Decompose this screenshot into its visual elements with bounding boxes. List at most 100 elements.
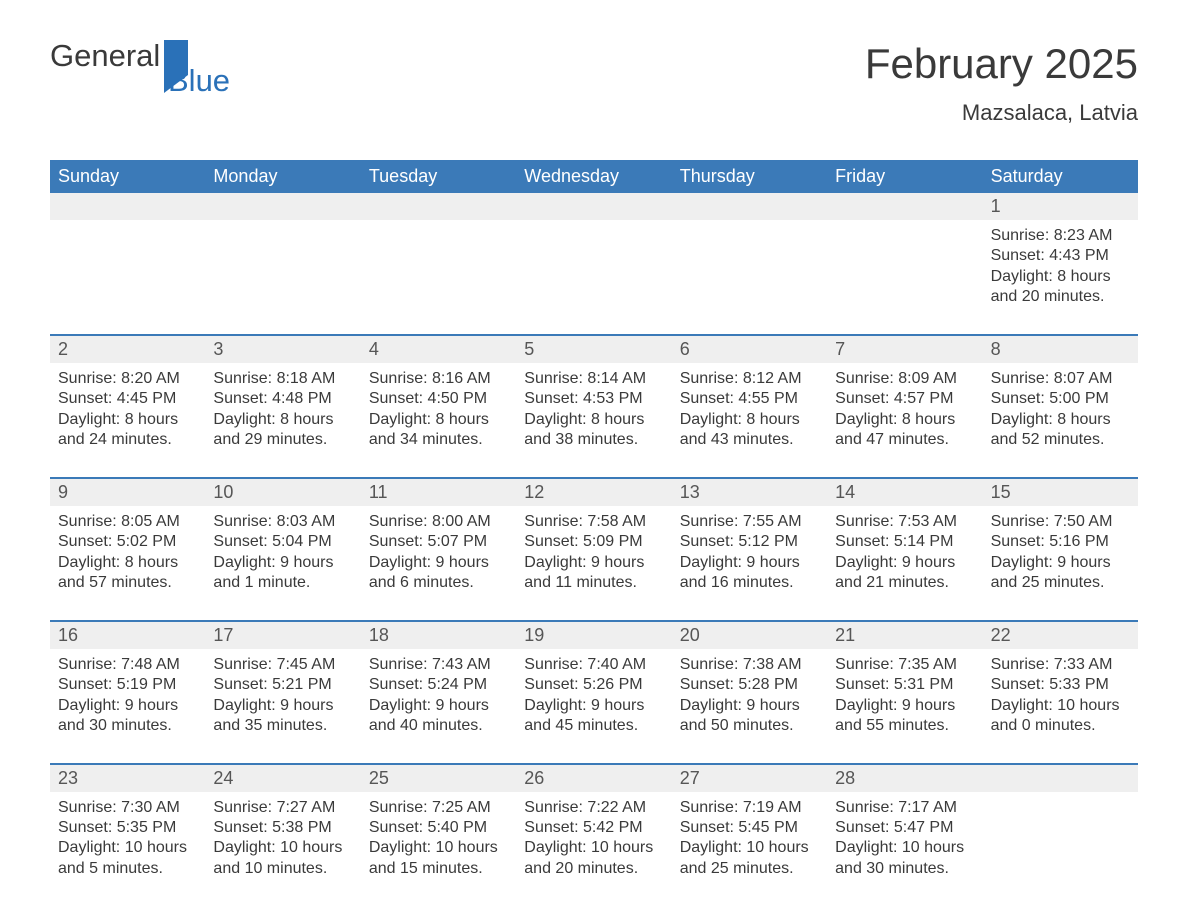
daylight-text-1: Daylight: 8 hours	[991, 410, 1130, 430]
day-number-row: 232425262728	[50, 765, 1138, 792]
dow-wednesday: Wednesday	[516, 160, 671, 193]
sunrise-text: Sunrise: 7:50 AM	[991, 512, 1130, 532]
empty-cell	[983, 792, 1138, 880]
daylight-text-1: Daylight: 10 hours	[369, 838, 508, 858]
daylight-text-2: and 50 minutes.	[680, 716, 819, 736]
sunset-text: Sunset: 5:35 PM	[58, 818, 197, 838]
sunset-text: Sunset: 5:12 PM	[680, 532, 819, 552]
day-number	[672, 193, 827, 220]
day-cell: Sunrise: 8:05 AMSunset: 5:02 PMDaylight:…	[50, 506, 205, 594]
day-number-row: 1	[50, 193, 1138, 220]
day-cell: Sunrise: 7:22 AMSunset: 5:42 PMDaylight:…	[516, 792, 671, 880]
sunset-text: Sunset: 4:48 PM	[213, 389, 352, 409]
empty-cell	[361, 220, 516, 308]
daylight-text-1: Daylight: 8 hours	[58, 410, 197, 430]
daylight-text-1: Daylight: 10 hours	[213, 838, 352, 858]
daylight-text-2: and 25 minutes.	[680, 859, 819, 879]
sunrise-text: Sunrise: 7:55 AM	[680, 512, 819, 532]
day-number: 12	[516, 479, 671, 506]
day-cell: Sunrise: 7:27 AMSunset: 5:38 PMDaylight:…	[205, 792, 360, 880]
dow-tuesday: Tuesday	[361, 160, 516, 193]
day-cell: Sunrise: 8:20 AMSunset: 4:45 PMDaylight:…	[50, 363, 205, 451]
day-number: 22	[983, 622, 1138, 649]
dow-monday: Monday	[205, 160, 360, 193]
sunrise-text: Sunrise: 8:12 AM	[680, 369, 819, 389]
week-row: 1Sunrise: 8:23 AMSunset: 4:43 PMDaylight…	[50, 193, 1138, 334]
sunrise-text: Sunrise: 8:20 AM	[58, 369, 197, 389]
day-cell: Sunrise: 8:09 AMSunset: 4:57 PMDaylight:…	[827, 363, 982, 451]
day-number: 24	[205, 765, 360, 792]
day-number	[983, 765, 1138, 792]
day-cell: Sunrise: 7:58 AMSunset: 5:09 PMDaylight:…	[516, 506, 671, 594]
daylight-text-1: Daylight: 8 hours	[524, 410, 663, 430]
daylight-text-2: and 30 minutes.	[835, 859, 974, 879]
sunrise-text: Sunrise: 7:48 AM	[58, 655, 197, 675]
sunrise-text: Sunrise: 8:14 AM	[524, 369, 663, 389]
day-number: 27	[672, 765, 827, 792]
day-number: 11	[361, 479, 516, 506]
day-cell: Sunrise: 7:35 AMSunset: 5:31 PMDaylight:…	[827, 649, 982, 737]
day-cell: Sunrise: 8:07 AMSunset: 5:00 PMDaylight:…	[983, 363, 1138, 451]
day-number: 4	[361, 336, 516, 363]
daylight-text-2: and 6 minutes.	[369, 573, 508, 593]
sunrise-text: Sunrise: 7:19 AM	[680, 798, 819, 818]
logo-word1: General	[50, 38, 160, 73]
day-number: 7	[827, 336, 982, 363]
day-number: 13	[672, 479, 827, 506]
daylight-text-1: Daylight: 9 hours	[58, 696, 197, 716]
daylight-text-2: and 55 minutes.	[835, 716, 974, 736]
day-number: 19	[516, 622, 671, 649]
daylight-text-2: and 20 minutes.	[991, 287, 1130, 307]
empty-cell	[827, 220, 982, 308]
day-number-row: 2345678	[50, 336, 1138, 363]
month-title: February 2025	[865, 40, 1138, 88]
daylight-text-2: and 34 minutes.	[369, 430, 508, 450]
day-number: 16	[50, 622, 205, 649]
dow-header-row: SundayMondayTuesdayWednesdayThursdayFrid…	[50, 160, 1138, 193]
day-number	[50, 193, 205, 220]
dow-sunday: Sunday	[50, 160, 205, 193]
day-number: 2	[50, 336, 205, 363]
sunrise-text: Sunrise: 7:25 AM	[369, 798, 508, 818]
daylight-text-1: Daylight: 9 hours	[680, 696, 819, 716]
day-number-row: 9101112131415	[50, 479, 1138, 506]
sunrise-text: Sunrise: 7:45 AM	[213, 655, 352, 675]
daylight-text-2: and 30 minutes.	[58, 716, 197, 736]
daylight-text-1: Daylight: 8 hours	[835, 410, 974, 430]
day-number: 23	[50, 765, 205, 792]
daylight-text-1: Daylight: 8 hours	[680, 410, 819, 430]
week-row: 9101112131415Sunrise: 8:05 AMSunset: 5:0…	[50, 477, 1138, 620]
day-number	[361, 193, 516, 220]
daylight-text-1: Daylight: 9 hours	[213, 553, 352, 573]
day-cell: Sunrise: 7:19 AMSunset: 5:45 PMDaylight:…	[672, 792, 827, 880]
day-cell: Sunrise: 8:00 AMSunset: 5:07 PMDaylight:…	[361, 506, 516, 594]
sunset-text: Sunset: 5:19 PM	[58, 675, 197, 695]
sunset-text: Sunset: 5:40 PM	[369, 818, 508, 838]
sunset-text: Sunset: 4:50 PM	[369, 389, 508, 409]
sunrise-text: Sunrise: 7:40 AM	[524, 655, 663, 675]
day-number	[205, 193, 360, 220]
day-cell: Sunrise: 7:50 AMSunset: 5:16 PMDaylight:…	[983, 506, 1138, 594]
daylight-text-2: and 38 minutes.	[524, 430, 663, 450]
sunset-text: Sunset: 5:14 PM	[835, 532, 974, 552]
sunrise-text: Sunrise: 8:07 AM	[991, 369, 1130, 389]
sunrise-text: Sunrise: 8:09 AM	[835, 369, 974, 389]
location-text: Mazsalaca, Latvia	[865, 100, 1138, 126]
sunrise-text: Sunrise: 7:22 AM	[524, 798, 663, 818]
sunset-text: Sunset: 4:45 PM	[58, 389, 197, 409]
empty-cell	[50, 220, 205, 308]
day-number: 14	[827, 479, 982, 506]
dow-saturday: Saturday	[983, 160, 1138, 193]
daylight-text-1: Daylight: 9 hours	[991, 553, 1130, 573]
day-number: 8	[983, 336, 1138, 363]
daylight-text-2: and 52 minutes.	[991, 430, 1130, 450]
day-cell: Sunrise: 7:25 AMSunset: 5:40 PMDaylight:…	[361, 792, 516, 880]
day-number: 9	[50, 479, 205, 506]
daylight-text-1: Daylight: 9 hours	[369, 553, 508, 573]
sunset-text: Sunset: 4:43 PM	[991, 246, 1130, 266]
day-number: 21	[827, 622, 982, 649]
empty-cell	[205, 220, 360, 308]
daylight-text-1: Daylight: 8 hours	[369, 410, 508, 430]
daylight-text-2: and 35 minutes.	[213, 716, 352, 736]
sunset-text: Sunset: 5:21 PM	[213, 675, 352, 695]
